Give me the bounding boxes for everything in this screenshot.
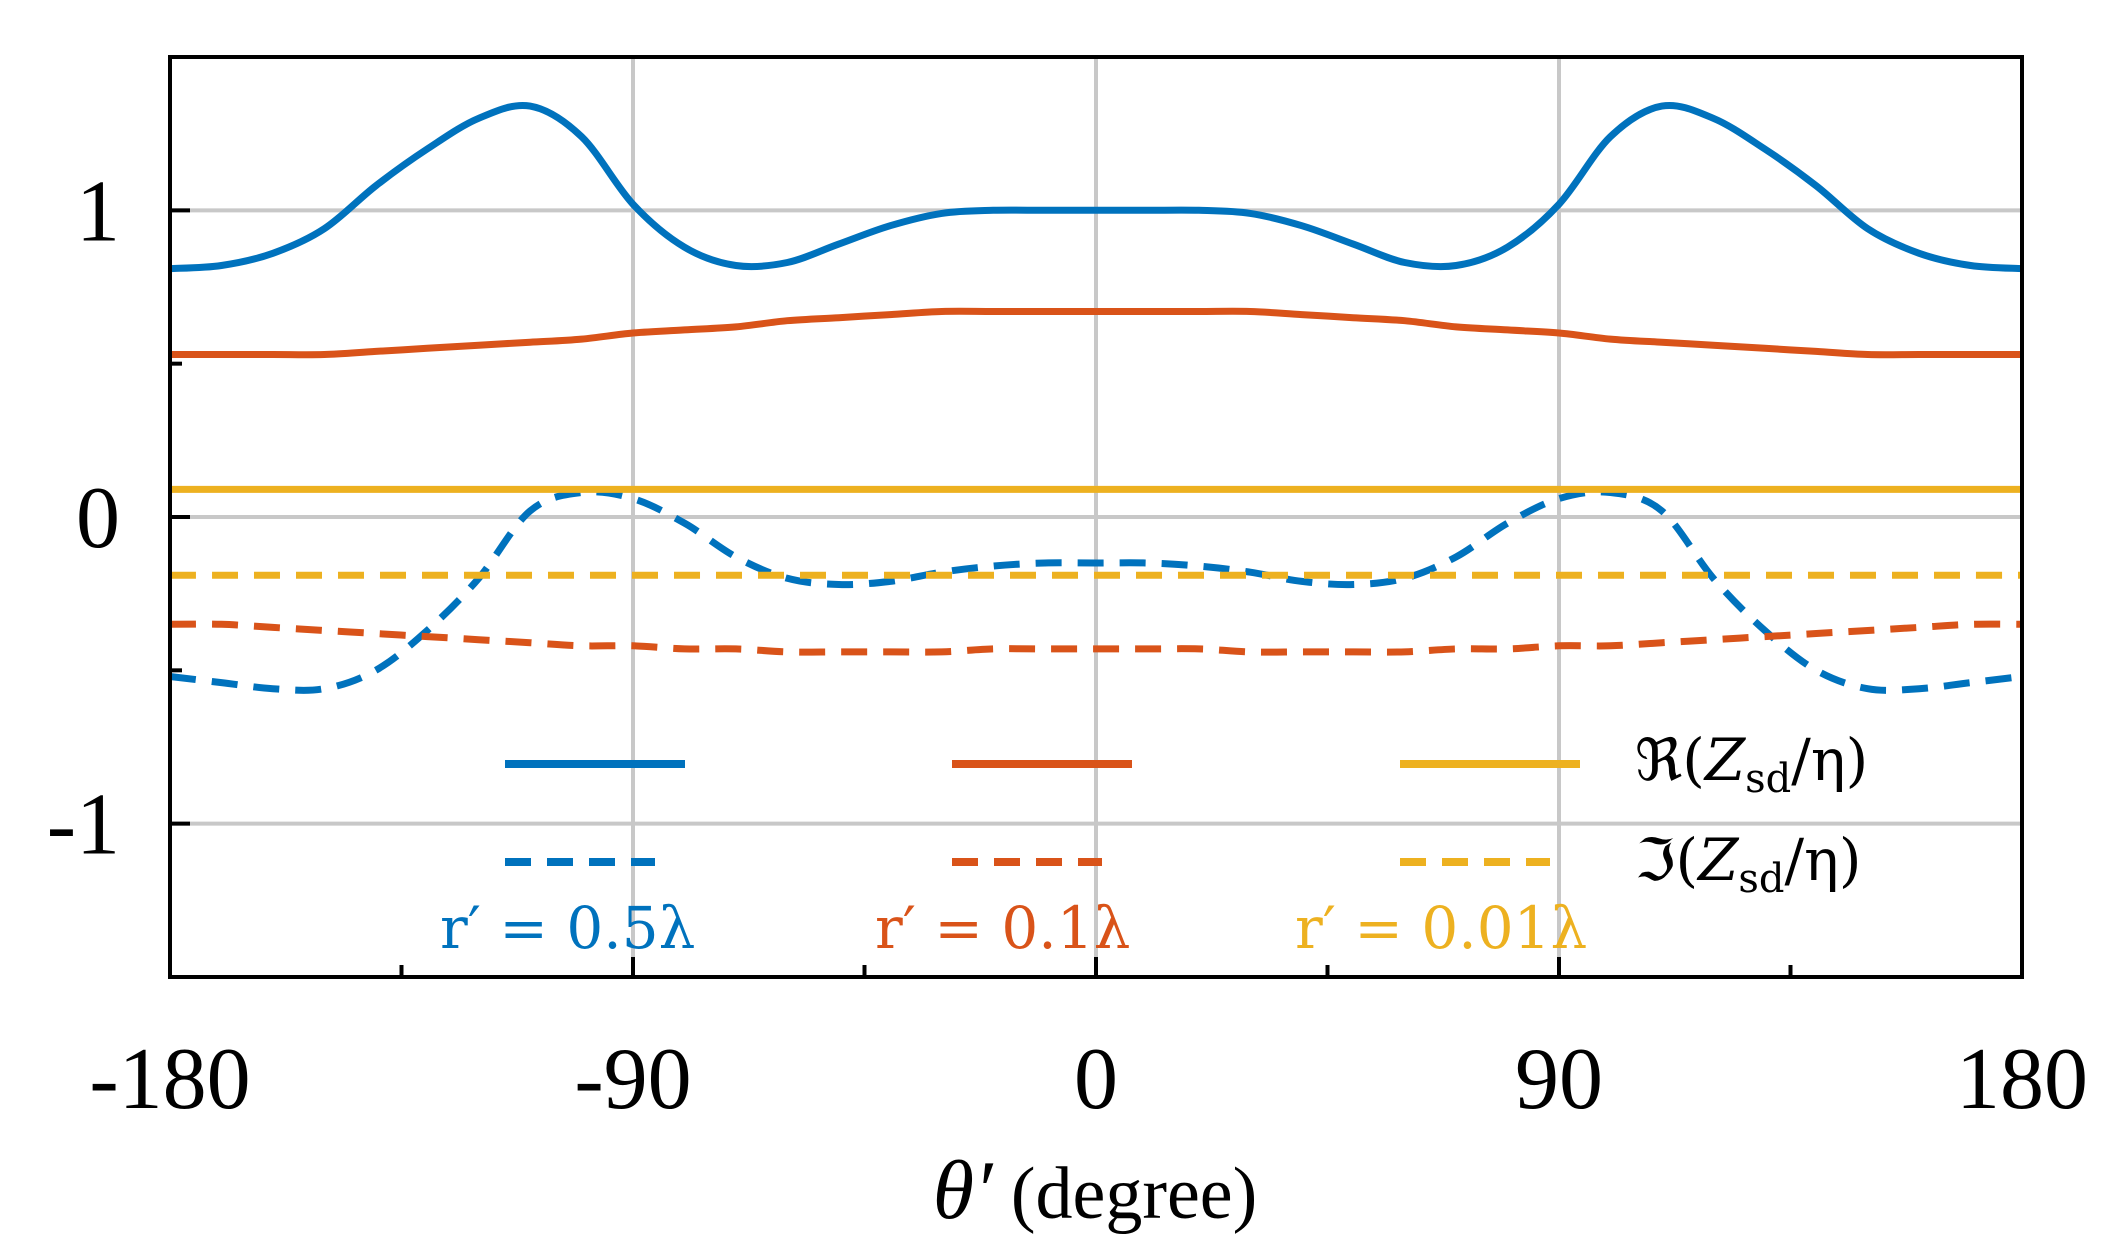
y-tick-label: 0	[76, 470, 120, 567]
y-tick-label: 1	[76, 163, 120, 260]
legend-group-label-0.01: r′ = 0.01λ	[1295, 894, 1587, 962]
x-tick-label: 90	[1515, 1031, 1603, 1128]
series-lines	[169, 101, 2023, 694]
axis-ticks	[168, 208, 2024, 977]
legend-group-label-0.1: r′ = 0.1λ	[875, 894, 1130, 962]
legend-real-label: ℜ(Zsd/η)	[1635, 726, 1868, 802]
legend-group-label-0.5: r′ = 0.5λ	[440, 894, 695, 962]
tick-labels: -180 -90 0 90 180 -1 0 1	[47, 163, 2088, 1128]
legend: ℜ(Zsd/η) ℑ(Zsd/η) r′ = 0.5λ r′ = 0.1λ r′…	[440, 726, 1868, 962]
x-tick-label: -90	[574, 1031, 691, 1128]
series-line-2	[170, 307, 2022, 359]
x-tick-label: 0	[1074, 1031, 1118, 1128]
x-tick-label: 180	[1956, 1031, 2088, 1128]
x-tick-label: -180	[89, 1031, 250, 1128]
grid-lines	[170, 57, 2022, 977]
legend-imag-label: ℑ(Zsd/η)	[1635, 826, 1861, 902]
series-line-0	[169, 101, 2023, 273]
y-tick-label: -1	[47, 777, 120, 874]
x-axis-title: θ′ (degree)	[933, 1144, 1258, 1237]
series-line-3	[169, 620, 2023, 656]
